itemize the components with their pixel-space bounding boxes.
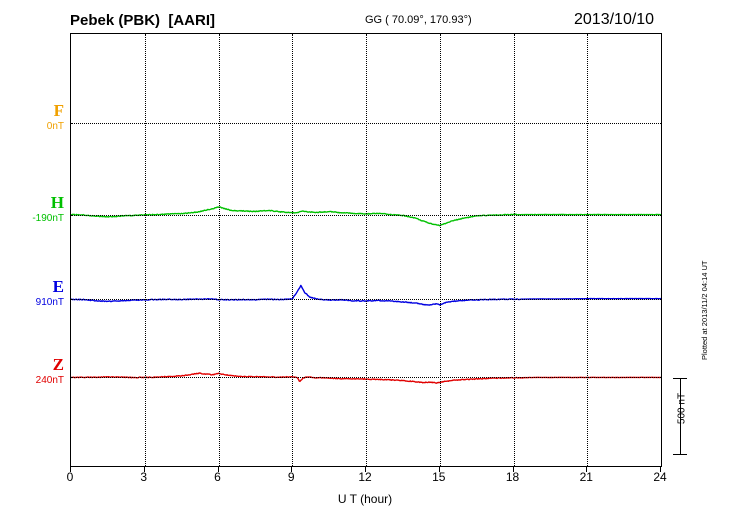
gridline-vertical (513, 34, 515, 466)
x-axis-tick (660, 466, 661, 472)
x-axis-title: U T (hour) (337, 492, 393, 506)
baseline-gridline-e (71, 299, 661, 301)
baseline-gridline-f (71, 122, 661, 124)
gridline-vertical (366, 34, 367, 466)
component-label-e: E 910nT (2, 277, 64, 309)
baseline-gridline-z (71, 377, 661, 379)
component-symbol: H (50, 192, 64, 212)
scale-bar-bottom-cap (673, 454, 687, 455)
component-label-f: F 0nT (2, 100, 64, 132)
component-label-h: H -190nT (2, 192, 64, 224)
component-baseline-value: 0nT (46, 120, 64, 132)
x-axis-tick (143, 466, 145, 472)
baseline-gridline-h (71, 214, 661, 216)
scale-bar-top-cap (673, 378, 687, 379)
gridline-vertical (292, 34, 294, 466)
scale-bar: 500 nT (664, 375, 690, 457)
x-axis-tick (291, 466, 293, 472)
plotted-timestamp: Plotted at 2013/11/2 04:14 UT (700, 260, 709, 360)
component-symbol: Z (52, 355, 64, 375)
x-axis-tick (438, 466, 440, 472)
component-symbol: E (52, 277, 64, 297)
gridline-vertical (218, 34, 220, 466)
date-label: 2013/10/10 (574, 11, 655, 28)
component-label-z: Z 240nT (2, 355, 64, 387)
x-axis-tick (512, 466, 514, 472)
component-baseline-value: 910nT (35, 297, 64, 309)
component-symbol: F (53, 100, 64, 120)
scale-bar-label: 500 nT (676, 392, 688, 425)
gridline-vertical (439, 34, 441, 466)
x-axis-tick (70, 466, 71, 472)
component-baseline-value: -190nT (32, 212, 64, 224)
component-baseline-value: 240nT (35, 375, 64, 387)
geomagnetic-coordinates: GG ( 70.09°, 170.93°) (365, 14, 472, 26)
page-title: Pebek (PBK) [AARI] (70, 12, 216, 29)
x-axis-tick (365, 466, 366, 472)
x-axis-tick (217, 466, 219, 472)
gridline-vertical (144, 34, 146, 466)
x-axis-tick (586, 466, 588, 472)
gridline-vertical (587, 34, 589, 466)
scale-bar-line (680, 378, 681, 454)
magnetogram-plot-area (70, 33, 662, 467)
x-axis-ticks (70, 466, 662, 474)
